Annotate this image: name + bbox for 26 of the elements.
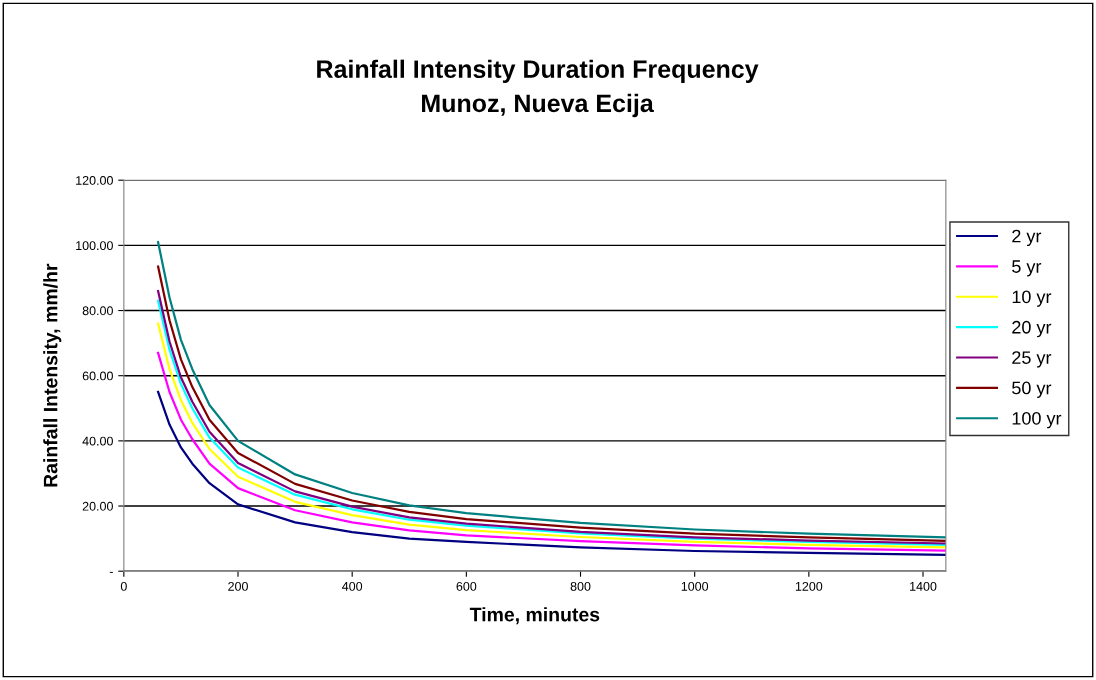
x-tick-label: 1000 <box>681 581 709 591</box>
legend-label: 20 yr <box>1012 320 1052 338</box>
line-series <box>156 390 946 557</box>
x-tick-label: 600 <box>456 581 477 591</box>
y-tick-label: 120.00 <box>76 176 113 185</box>
legend-label: 100 yr <box>1012 411 1062 429</box>
y-tick-label: 20.00 <box>82 501 113 511</box>
y-tick-label: 100.00 <box>76 241 113 251</box>
legend-label: 10 yr <box>1012 290 1052 307</box>
legend-label: 5 yr <box>1012 260 1042 277</box>
x-tick-label: 200 <box>228 581 248 591</box>
x-tick-label: 1400 <box>910 581 937 591</box>
x-tick-label: 1200 <box>795 581 823 591</box>
y-tick-label: - <box>109 571 113 573</box>
legend-label: 2 yr <box>1012 229 1042 247</box>
x-tick-label: 400 <box>342 581 363 591</box>
y-axis-title: Rainfall Intensity, mm/hr <box>43 263 62 487</box>
x-tick-label: 0 <box>120 581 127 591</box>
y-tick-label: 60.00 <box>82 371 113 381</box>
legend-label: 25 yr <box>1012 351 1052 368</box>
legend-label: 50 yr <box>1012 381 1052 398</box>
chart-title: Rainfall Intensity Duration Frequency Munoz, Nueva Ecija <box>317 59 759 118</box>
y-tick-label: 80.00 <box>82 306 113 316</box>
y-tick-label: 40.00 <box>82 436 113 446</box>
x-tick-label: 800 <box>570 581 591 591</box>
x-axis-title: Time, minutes <box>469 607 600 625</box>
